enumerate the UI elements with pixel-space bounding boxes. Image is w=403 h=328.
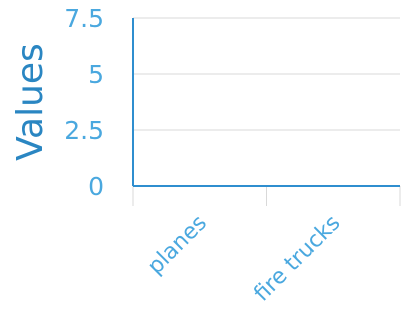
axes <box>132 18 400 187</box>
x-tick-label: planes <box>143 211 212 280</box>
y-tick-label: 7.5 <box>64 4 104 33</box>
x-tick-label: fire trucks <box>249 211 345 307</box>
x-tick-labels: planes fire trucks <box>143 211 345 307</box>
y-tick-labels: 0 2.5 5 7.5 <box>64 4 104 201</box>
y-axis-title: Values <box>10 43 51 161</box>
grid-lines <box>132 17 401 206</box>
y-tick-label: 5 <box>88 60 104 89</box>
y-tick-label: 0 <box>88 172 104 201</box>
y-tick-label: 2.5 <box>64 116 104 145</box>
